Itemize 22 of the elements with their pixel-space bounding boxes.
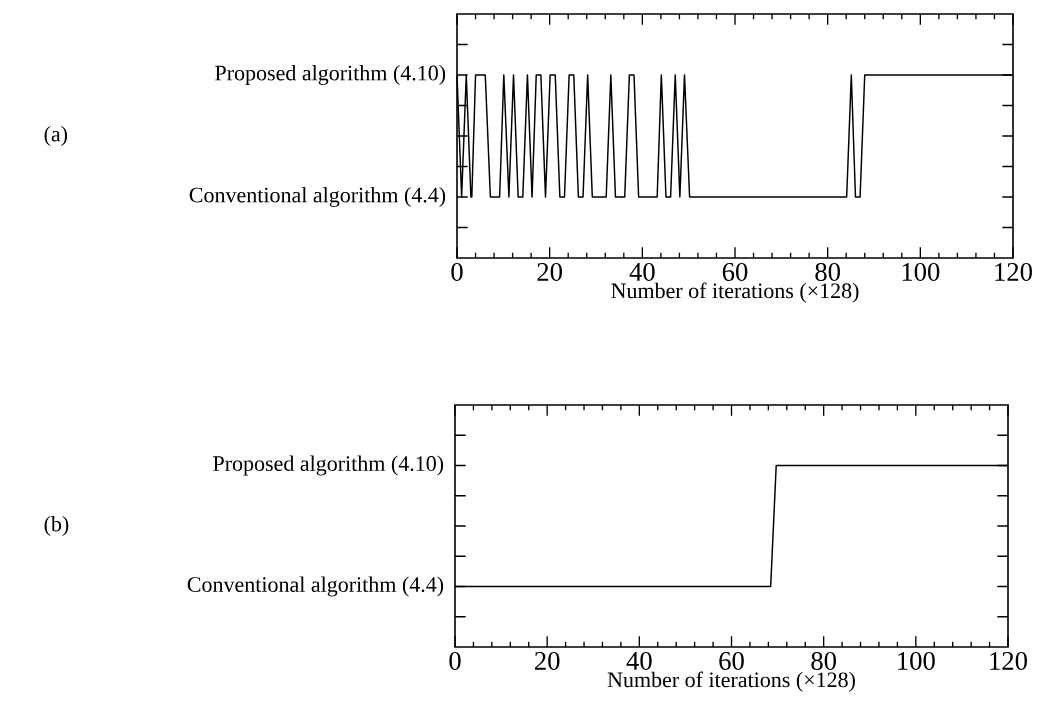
x-tick-label: 80 (811, 651, 836, 670)
x-tick-label: 60 (722, 262, 748, 281)
text: Proposed algorithm (4.10) (215, 64, 446, 85)
text: Conventional algorithm (4.4) (187, 576, 444, 597)
x-tick-label: 20 (535, 651, 560, 670)
x-axis-title: Number of iterations (×128) (607, 671, 855, 692)
x-axis-title: Number of iterations (×128) (611, 282, 859, 303)
x-tick-label: 80 (815, 262, 840, 281)
x-tick-label: 60 (719, 651, 744, 670)
text: (a) (44, 126, 68, 146)
text: (b) (44, 516, 69, 536)
x-tick-label: 100 (898, 651, 935, 670)
x-tick-label: 120 (995, 262, 1032, 281)
x-tick-label: 20 (537, 262, 562, 281)
x-tick-label: 40 (626, 651, 652, 670)
x-tick-label: 120 (990, 651, 1027, 670)
x-tick-label: 0 (451, 262, 463, 281)
text: Conventional algorithm (4.4) (189, 186, 446, 207)
x-tick-label: 40 (629, 262, 655, 281)
x-tick-label: 100 (902, 262, 940, 281)
x-tick-label: 0 (449, 651, 461, 670)
text: Proposed algorithm (4.10) (213, 455, 444, 476)
